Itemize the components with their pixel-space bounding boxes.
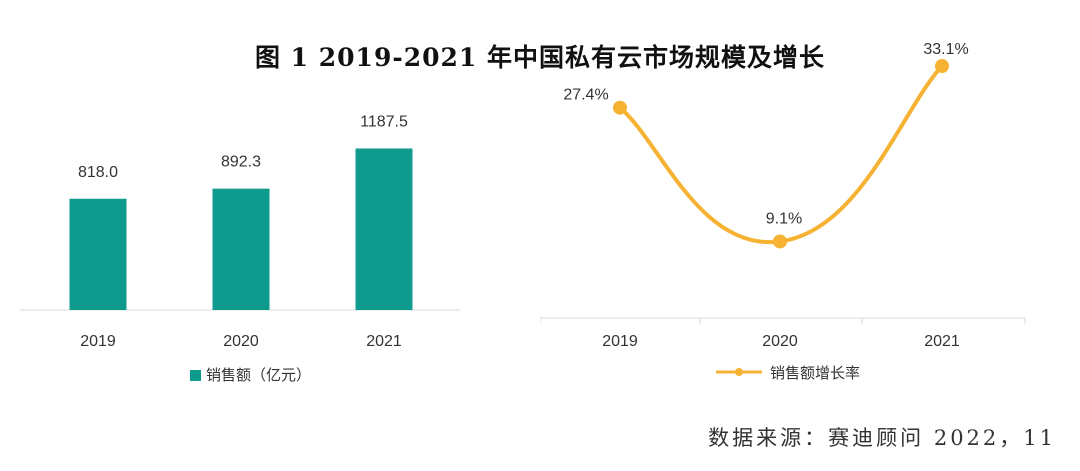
bar-tick-label-2020: 2020 (223, 333, 259, 350)
line-point-2021 (935, 59, 949, 74)
data-source: 数据来源：赛迪顾问 2022，11 (708, 426, 1056, 450)
line-tick-label-2021: 2021 (924, 333, 960, 350)
line-chart: 27.4% 2019 9.1% 2020 33.1% 2021 销售额增长率 (540, 41, 1026, 382)
line-legend-marker (735, 368, 743, 376)
line-point-2019 (613, 100, 627, 115)
line-data-label-2019: 27.4% (563, 87, 608, 104)
bar-data-label-2021: 1187.5 (360, 114, 408, 131)
bar-legend-label: 销售额（亿元） (206, 367, 311, 384)
bar-chart: 818.0 2019 892.3 2020 1187.5 2021 销售额（亿元） (20, 114, 460, 384)
bar-tick-label-2019: 2019 (80, 333, 116, 350)
line-tick-label-2019: 2019 (602, 333, 638, 350)
chart-title: 图 1 2019-2021 年中国私有云市场规模及增长 (254, 43, 826, 72)
bar-2020 (212, 188, 270, 310)
bar-data-label-2019: 818.0 (78, 164, 118, 181)
bar-2019 (69, 198, 127, 310)
line-legend: 销售额增长率 (716, 365, 860, 382)
bar-2021 (355, 148, 413, 310)
line-data-label-2021: 33.1% (923, 41, 968, 58)
line-data-label-2020: 9.1% (766, 210, 802, 227)
line-point-2020 (773, 234, 787, 249)
bar-legend-swatch (190, 370, 201, 381)
bar-data-label-2020: 892.3 (221, 154, 261, 171)
bar-tick-label-2021: 2021 (366, 333, 402, 350)
line-legend-label: 销售额增长率 (770, 365, 860, 382)
bar-legend: 销售额（亿元） (190, 367, 311, 384)
line-tick-label-2020: 2020 (762, 333, 798, 350)
